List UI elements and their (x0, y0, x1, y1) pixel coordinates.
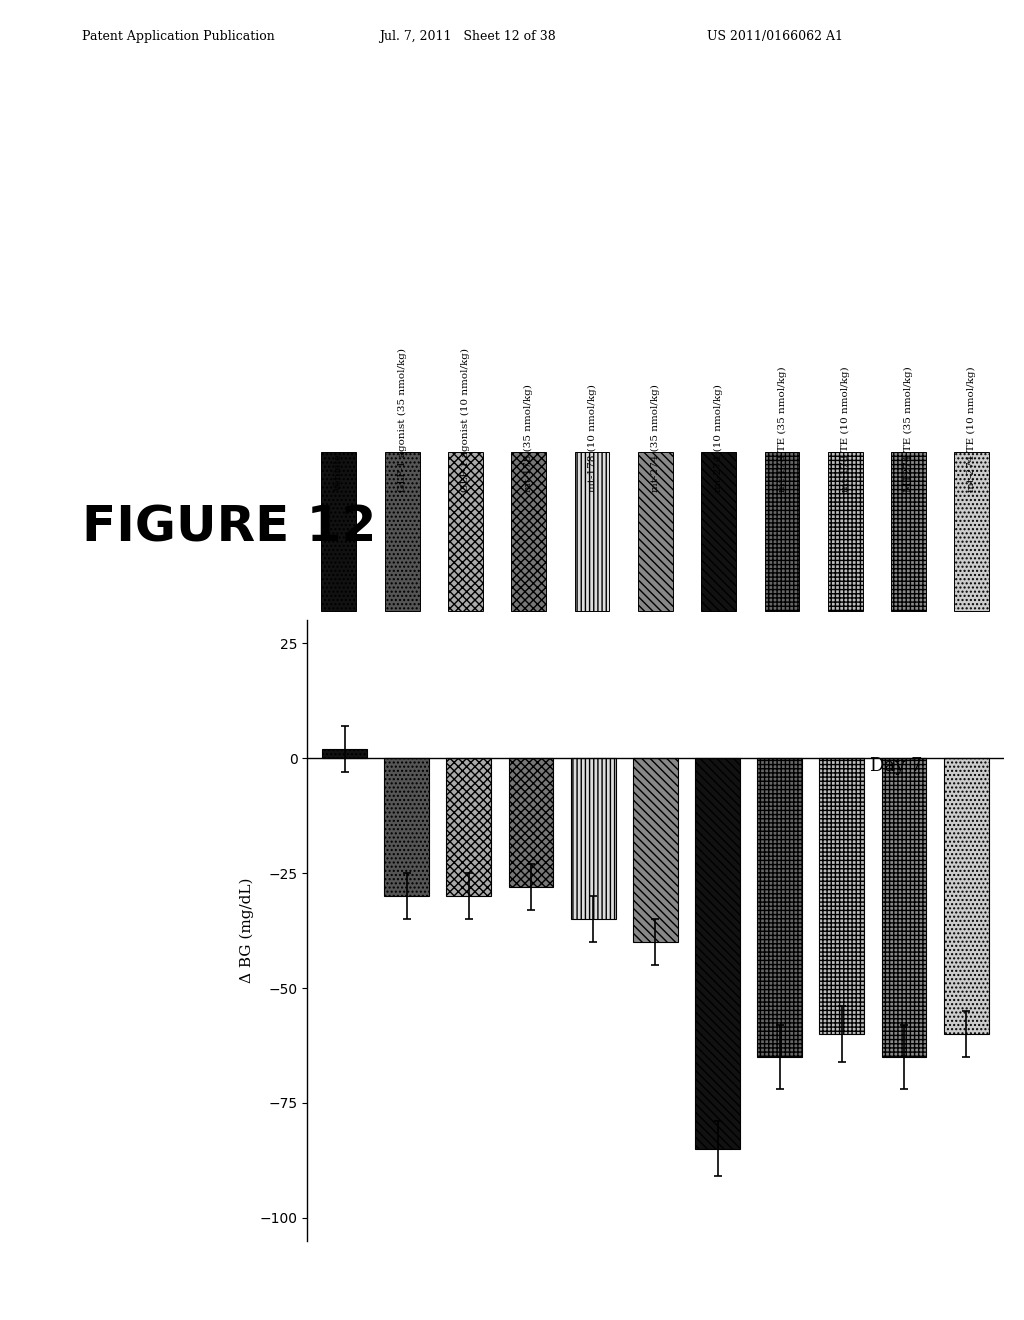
Bar (323, 748, 367, 758)
Text: mt-178 (35 nmol/kg): mt-178 (35 nmol/kg) (524, 384, 534, 492)
Text: GLP-1 agonist (10 nmol/kg): GLP-1 agonist (10 nmol/kg) (461, 347, 470, 492)
Text: mt-274 (35 nmol/kg): mt-274 (35 nmol/kg) (651, 384, 659, 492)
Bar (449, 451, 483, 611)
Y-axis label: Δ BG (mg/dL): Δ BG (mg/dL) (240, 878, 254, 983)
Bar (322, 451, 356, 611)
Bar (385, 451, 420, 611)
Text: MT274 TE (35 nmol/kg): MT274 TE (35 nmol/kg) (904, 366, 913, 492)
Bar (570, 758, 615, 919)
Text: mt-178 TE (35 nmol/kg): mt-178 TE (35 nmol/kg) (777, 366, 786, 492)
Bar (633, 758, 678, 942)
Text: Day 7: Day 7 (870, 756, 923, 775)
Bar (954, 451, 989, 611)
Bar (819, 758, 864, 1034)
Text: Vehicle: Vehicle (335, 454, 343, 492)
Bar (765, 451, 800, 611)
Text: FIGURE 12: FIGURE 12 (82, 504, 376, 552)
Bar (638, 451, 673, 611)
Bar (827, 451, 862, 611)
Text: mt-274 TE (10 nmol/kg): mt-274 TE (10 nmol/kg) (968, 366, 977, 492)
Bar (891, 451, 926, 611)
Bar (695, 758, 740, 1148)
Text: mt-274 (10 nmol/kg): mt-274 (10 nmol/kg) (714, 384, 723, 492)
Bar (511, 451, 546, 611)
Bar (944, 758, 988, 1034)
Bar (758, 758, 802, 1057)
Bar (882, 758, 927, 1057)
Bar (701, 451, 736, 611)
Bar (446, 758, 492, 896)
Bar (574, 451, 609, 611)
Text: GLP-1 agonist (35 nmol/kg): GLP-1 agonist (35 nmol/kg) (397, 347, 407, 492)
Text: mt-178 (10 nmol/kg): mt-178 (10 nmol/kg) (588, 384, 597, 492)
Bar (384, 758, 429, 896)
Text: mt-178 TE (10 nmol/kg): mt-178 TE (10 nmol/kg) (841, 366, 850, 492)
Bar (509, 758, 553, 887)
Text: US 2011/0166062 A1: US 2011/0166062 A1 (707, 30, 843, 44)
Text: Jul. 7, 2011   Sheet 12 of 38: Jul. 7, 2011 Sheet 12 of 38 (379, 30, 556, 44)
Text: Patent Application Publication: Patent Application Publication (82, 30, 274, 44)
